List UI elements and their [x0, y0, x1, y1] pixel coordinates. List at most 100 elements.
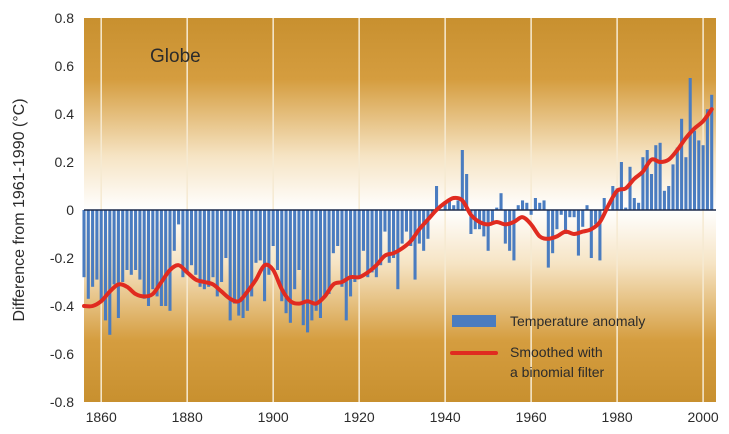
bar-2000 — [701, 145, 705, 210]
bar-1889 — [224, 210, 228, 258]
bar-1887 — [215, 210, 219, 297]
bar-1985 — [637, 202, 641, 210]
bar-1931 — [404, 210, 408, 232]
bar-1905 — [293, 210, 297, 290]
bar-1928 — [392, 210, 396, 258]
bar-1874 — [159, 210, 163, 306]
bar-1883 — [198, 210, 202, 287]
bar-1974 — [589, 210, 593, 258]
bar-1959 — [525, 202, 529, 210]
x-tick-label: 1960 — [516, 409, 547, 425]
y-tick-label: 0.8 — [55, 10, 75, 26]
y-tick-label: -0.2 — [50, 250, 74, 266]
bar-1988 — [649, 174, 654, 210]
legend-label-smoothed-line2: a binomial filter — [510, 364, 604, 380]
bar-1943 — [456, 200, 460, 210]
bar-1915 — [336, 210, 340, 246]
bar-1892 — [237, 210, 241, 316]
bar-1984 — [632, 198, 636, 210]
y-axis-label: Difference from 1961-1990 (°C) — [11, 98, 28, 321]
bar-1856 — [82, 210, 86, 278]
bar-1869 — [138, 210, 142, 280]
bar-1955 — [508, 210, 512, 251]
bar-1899 — [267, 210, 271, 275]
bar-1981 — [619, 162, 623, 210]
bar-2001 — [705, 109, 709, 210]
bar-1942 — [452, 205, 456, 210]
bar-1968 — [563, 210, 568, 234]
y-tick-label: 0 — [66, 202, 74, 218]
bar-1999 — [697, 140, 701, 210]
x-tick-label: 1920 — [344, 409, 375, 425]
bar-1867 — [129, 210, 133, 275]
legend-label-anomaly: Temperature anomaly — [510, 313, 645, 329]
bar-1914 — [331, 210, 335, 254]
bar-1950 — [486, 210, 490, 251]
y-tick-label: -0.8 — [50, 394, 74, 410]
bar-1881 — [189, 210, 194, 266]
bar-1987 — [645, 150, 649, 210]
bar-1863 — [112, 210, 116, 285]
smoothed-line — [82, 107, 714, 309]
bar-1946 — [469, 210, 473, 234]
bar-1911 — [318, 210, 322, 318]
bar-1941 — [447, 200, 451, 210]
bar-1953 — [499, 193, 503, 210]
bar-1925 — [379, 210, 383, 266]
bar-1940 — [443, 202, 447, 210]
bar-1996 — [684, 157, 688, 210]
bar-1926 — [383, 210, 387, 232]
y-tick-label: -0.6 — [50, 346, 74, 362]
bar-1903 — [284, 210, 288, 314]
bar-1977 — [602, 198, 606, 210]
bar-1893 — [241, 210, 245, 318]
bar-1958 — [520, 200, 525, 210]
bar-1927 — [387, 210, 391, 263]
bar-1858 — [91, 210, 95, 287]
anomaly-bars — [82, 78, 714, 335]
bar-1877 — [172, 210, 176, 251]
bar-1920 — [357, 210, 361, 278]
bar-1992 — [667, 186, 671, 210]
bar-1952 — [495, 207, 499, 210]
bar-1871 — [146, 210, 151, 306]
x-tick-label: 1880 — [172, 409, 203, 425]
panel-label-globe: Globe — [150, 46, 201, 67]
legend: Temperature anomaly Smoothed with a bino… — [450, 313, 645, 380]
y-tick-label: 0.2 — [55, 154, 75, 170]
bar-1970 — [572, 210, 576, 218]
bar-1973 — [585, 205, 589, 210]
bar-1938 — [435, 186, 439, 210]
bar-1909 — [310, 210, 314, 321]
bar-1954 — [503, 210, 507, 244]
bar-1961 — [533, 198, 537, 210]
bar-1998 — [692, 130, 697, 210]
bar-1945 — [465, 174, 469, 210]
bar-2002 — [710, 94, 714, 210]
legend-swatch-anomaly — [452, 315, 496, 327]
bar-1895 — [250, 210, 254, 297]
bar-1965 — [551, 210, 555, 254]
bar-1875 — [164, 210, 168, 306]
y-tick-label: 0.6 — [55, 58, 75, 74]
y-tick-label: 0.4 — [55, 106, 75, 122]
bar-1924 — [374, 210, 378, 278]
bar-1880 — [185, 210, 189, 273]
bar-1969 — [568, 210, 572, 218]
bar-1922 — [366, 210, 370, 278]
y-tick-label: -0.4 — [50, 298, 74, 314]
bar-1990 — [658, 142, 662, 210]
bar-1936 — [426, 210, 430, 239]
bar-1919 — [353, 210, 357, 282]
bar-1962 — [538, 202, 542, 210]
bar-1910 — [314, 210, 318, 311]
bar-1991 — [662, 190, 666, 210]
bar-1983 — [628, 166, 632, 210]
bar-1870 — [142, 210, 146, 299]
bar-1896 — [254, 210, 258, 263]
bar-1957 — [516, 205, 520, 210]
bar-1865 — [121, 210, 125, 282]
bar-1930 — [400, 210, 404, 244]
y-axis-ticks: 0.8 0.6 0.4 0.2 0 -0.2 -0.4 -0.6 -0.8 — [50, 10, 74, 410]
bar-1917 — [344, 210, 348, 321]
